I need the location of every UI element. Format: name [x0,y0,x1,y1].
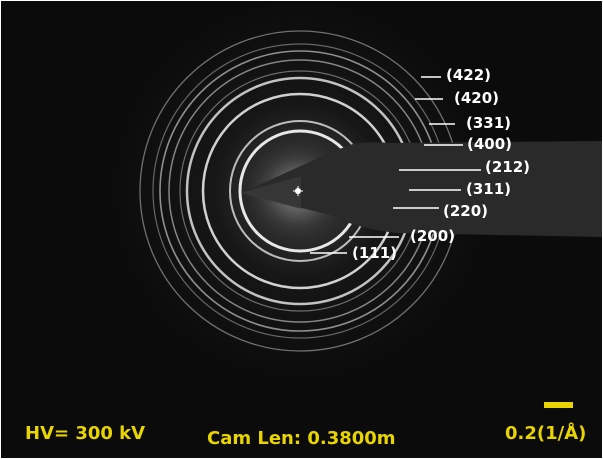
label-422: (422) [446,66,492,84]
label-331: (331) [466,114,512,132]
label-400: (400) [467,135,513,153]
scale-bar-label: 0.2(1/Å) [505,423,587,444]
label-220: (220) [443,202,489,220]
central-spot [293,186,303,196]
high-voltage-label: HV= 300 kV [25,423,146,444]
label-111: (111) [352,244,398,262]
label-200: (200) [410,227,456,245]
label-420: (420) [454,89,500,107]
scale-bar [544,402,573,408]
camera-length-label: Cam Len: 0.3800m [207,428,396,449]
label-311: (311) [466,180,512,198]
beam-stop-tip [241,176,301,209]
label-leader-lines [310,76,481,254]
beam-stop [241,141,602,237]
label-212: (212) [485,158,531,176]
